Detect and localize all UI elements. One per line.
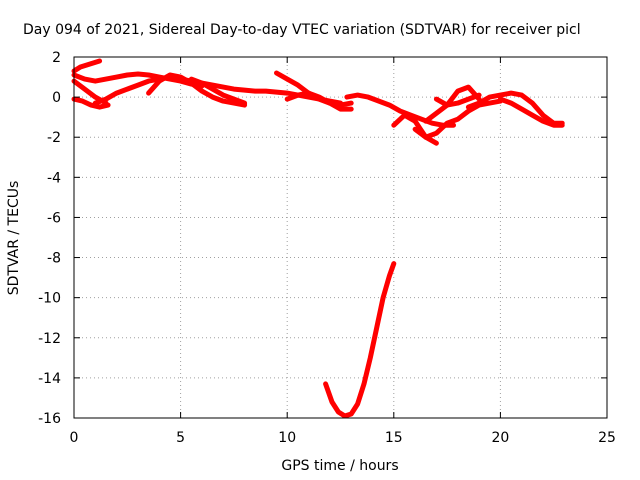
- grid-lines: [74, 57, 607, 418]
- series-line-arc-4: [71, 96, 111, 110]
- chart-title: Day 094 of 2021, Sidereal Day-to-day VTE…: [23, 22, 581, 38]
- plot-frame: [73, 56, 608, 419]
- y-tick-label: -14: [38, 371, 61, 387]
- series-line-arc-12: [412, 98, 503, 140]
- series-line-arc-1: [71, 58, 103, 74]
- y-tick-label: -12: [38, 331, 61, 347]
- data-series: [71, 58, 565, 419]
- x-tick-label: 0: [70, 430, 79, 446]
- series-line-arc-16: [497, 96, 565, 128]
- series-line-arc-17: [323, 261, 397, 419]
- series-line-arc-10: [344, 92, 456, 128]
- x-axis-title: GPS time / hours: [281, 458, 398, 474]
- series-line-arc-13: [423, 84, 482, 124]
- series-line-arc-6: [146, 72, 248, 108]
- y-tick-label: 0: [52, 90, 61, 106]
- y-tick-label: 2: [52, 50, 61, 66]
- x-tick-label: 5: [176, 430, 185, 446]
- y-tick-label: -4: [47, 170, 61, 186]
- y-tick-label: -16: [38, 411, 61, 427]
- x-tick-label: 25: [598, 430, 616, 446]
- axis-ticks: 0 5 10 15 20 25 -16 -14 -12 -10 -8 -6 -4 -2 0 2: [38, 50, 616, 446]
- series-line-arc-15: [465, 90, 565, 126]
- y-tick-label: -6: [47, 210, 61, 226]
- x-tick-label: 15: [385, 430, 403, 446]
- y-tick-label: -2: [47, 130, 61, 146]
- series-line-arc-14: [433, 92, 482, 108]
- series-line-arc-11: [391, 112, 439, 146]
- series-line-arc-7: [188, 76, 248, 106]
- y-tick-label: -10: [38, 291, 61, 307]
- series-line-arc-9: [284, 90, 354, 112]
- x-tick-label: 20: [491, 430, 509, 446]
- y-axis-title: SDTVAR / TECUs: [6, 181, 22, 296]
- x-tick-label: 10: [278, 430, 296, 446]
- y-tick-label: -8: [47, 251, 61, 267]
